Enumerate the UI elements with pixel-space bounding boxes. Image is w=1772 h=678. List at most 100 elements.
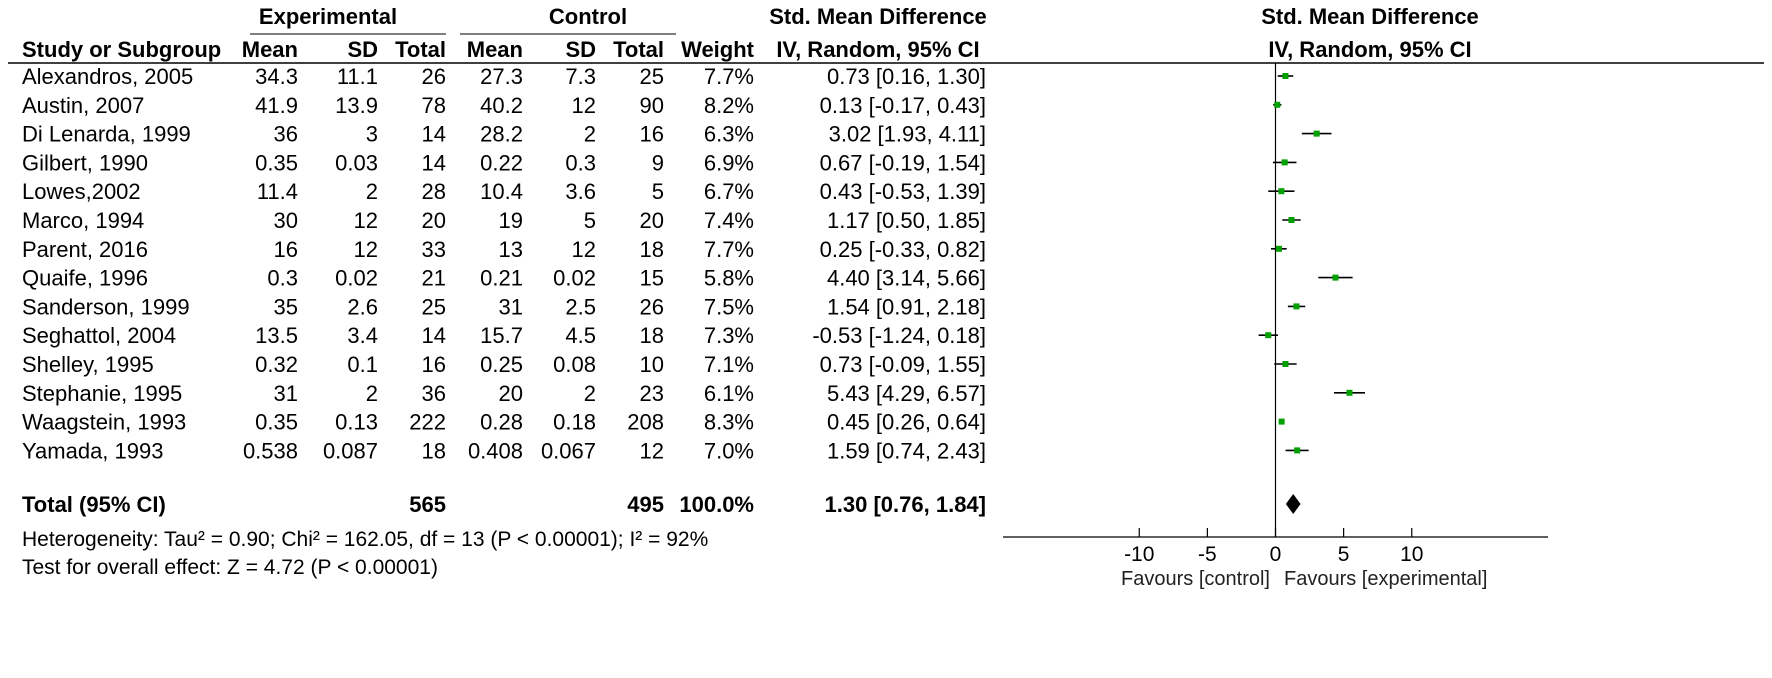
ctl-sd: 0.08 bbox=[553, 352, 596, 377]
weight: 6.3% bbox=[704, 122, 754, 147]
x-tick-label: 0 bbox=[1270, 543, 1282, 566]
study-point bbox=[1288, 217, 1295, 223]
ctl-mean: 19 bbox=[499, 208, 523, 233]
smd-ci: 1.59 [0.74, 2.43] bbox=[827, 438, 986, 463]
favours-right-label: Favours [experimental] bbox=[1284, 568, 1487, 590]
exp-n: 14 bbox=[422, 323, 446, 348]
col-ctl-mean: Mean bbox=[467, 37, 523, 62]
study-name: Stephanie, 1995 bbox=[22, 381, 182, 406]
table-row: Austin, 2007 41.9 13.9 78 40.2 12 90 8.2% 0.13 [… bbox=[22, 93, 986, 118]
study-point bbox=[1294, 447, 1301, 454]
exp-sd: 0.02 bbox=[335, 266, 378, 291]
study-name: Alexandros, 2005 bbox=[22, 64, 193, 89]
exp-mean: 11.4 bbox=[257, 179, 298, 204]
ctl-n: 208 bbox=[627, 410, 664, 435]
weight: 8.2% bbox=[704, 93, 754, 118]
exp-mean: 0.35 bbox=[255, 150, 298, 175]
exp-sd: 2.6 bbox=[347, 294, 378, 319]
col-exp-mean: Mean bbox=[242, 37, 298, 62]
exp-sd: 0.087 bbox=[323, 438, 378, 463]
ctl-mean: 27.3 bbox=[480, 64, 523, 89]
weight: 5.8% bbox=[704, 266, 754, 291]
study-point bbox=[1265, 332, 1272, 339]
ctl-sd: 0.18 bbox=[553, 410, 596, 435]
smd-ci: 0.67 [-0.19, 1.54] bbox=[820, 150, 986, 175]
ctl-sd: 2 bbox=[584, 381, 596, 406]
exp-n: 14 bbox=[422, 122, 446, 147]
weight: 7.0% bbox=[704, 438, 754, 463]
pooled-diamond bbox=[1285, 494, 1301, 514]
smd-ci: -0.53 [-1.24, 0.18] bbox=[812, 323, 986, 348]
col-exp-total: Total bbox=[395, 37, 446, 62]
ctl-sd: 12 bbox=[572, 93, 596, 118]
study-rows: Alexandros, 2005 34.3 11.1 26 27.3 7.3 25 7.7% 0… bbox=[22, 64, 986, 463]
ctl-sd: 2.5 bbox=[565, 294, 596, 319]
overall-effect-text: Test for overall effect: Z = 4.72 (P < 0… bbox=[22, 556, 438, 579]
ctl-n: 25 bbox=[640, 64, 664, 89]
ctl-sd: 3.6 bbox=[565, 179, 596, 204]
x-tick-label: -10 bbox=[1124, 543, 1154, 566]
weight: 7.7% bbox=[704, 237, 754, 262]
ctl-mean: 0.22 bbox=[480, 150, 523, 175]
plot-method: IV, Random, 95% CI bbox=[1268, 37, 1471, 62]
ctl-n: 5 bbox=[652, 179, 664, 204]
ctl-n: 10 bbox=[640, 352, 664, 377]
ctl-mean: 0.25 bbox=[480, 352, 523, 377]
table-row: Di Lenarda, 1999 36 3 14 28.2 2 16 6.3% 3.02 [1.… bbox=[22, 122, 986, 147]
ctl-sd: 0.3 bbox=[565, 150, 596, 175]
exp-sd: 11.1 bbox=[337, 64, 378, 89]
exp-sd: 0.03 bbox=[335, 150, 378, 175]
ctl-n: 15 bbox=[640, 266, 664, 291]
weight: 7.1% bbox=[704, 352, 754, 377]
exp-mean: 16 bbox=[274, 237, 298, 262]
ctl-n: 18 bbox=[640, 237, 664, 262]
table-row: Stephanie, 1995 31 2 36 20 2 23 6.1% 5.43 [4.29,… bbox=[22, 381, 986, 406]
exp-mean: 34.3 bbox=[255, 64, 298, 89]
study-point bbox=[1274, 101, 1281, 108]
ctl-mean: 40.2 bbox=[480, 93, 523, 118]
study-name: Gilbert, 1990 bbox=[22, 150, 148, 175]
total-ctl-n: 495 bbox=[627, 492, 664, 517]
smd-ci: 0.73 [0.16, 1.30] bbox=[827, 64, 986, 89]
table-row: Marco, 1994 30 12 20 19 5 20 7.4% 1.17 [0.50, 1.… bbox=[22, 208, 986, 233]
weight: 6.1% bbox=[704, 381, 754, 406]
forest-plot-area: -10 -5 0 5 10 bbox=[1003, 63, 1548, 566]
exp-mean: 35 bbox=[274, 294, 298, 319]
exp-mean: 0.32 bbox=[255, 352, 298, 377]
ctl-mean: 28.2 bbox=[480, 122, 523, 147]
header-experimental: Experimental bbox=[259, 4, 397, 29]
exp-n: 25 bbox=[422, 294, 446, 319]
smd-ci: 0.73 [-0.09, 1.55] bbox=[820, 352, 986, 377]
study-point bbox=[1282, 73, 1289, 79]
table-row: Sanderson, 1999 35 2.6 25 31 2.5 26 7.5% 1.54 [0… bbox=[22, 294, 986, 319]
study-point bbox=[1346, 389, 1353, 396]
ctl-n: 12 bbox=[640, 438, 664, 463]
col-method: IV, Random, 95% CI bbox=[776, 37, 979, 62]
exp-n: 36 bbox=[422, 381, 446, 406]
ctl-mean: 0.408 bbox=[468, 438, 523, 463]
study-point bbox=[1313, 130, 1320, 137]
study-name: Marco, 1994 bbox=[22, 208, 144, 233]
ctl-sd: 7.3 bbox=[565, 64, 596, 89]
header-smd: Std. Mean Difference bbox=[769, 4, 987, 29]
weight: 7.4% bbox=[704, 208, 754, 233]
smd-ci: 1.54 [0.91, 2.18] bbox=[827, 294, 986, 319]
exp-mean: 0.538 bbox=[243, 438, 298, 463]
x-tick-label: 10 bbox=[1400, 543, 1423, 566]
exp-mean: 36 bbox=[274, 122, 298, 147]
ctl-n: 23 bbox=[640, 381, 664, 406]
study-name: Austin, 2007 bbox=[22, 93, 144, 118]
table-row: Seghattol, 2004 13.5 3.4 14 15.7 4.5 18 7.3% -0.… bbox=[22, 323, 986, 348]
study-point bbox=[1278, 418, 1285, 425]
ctl-mean: 10.4 bbox=[480, 179, 523, 204]
table-row: Yamada, 1993 0.538 0.087 18 0.408 0.067 12 7.0%… bbox=[22, 438, 986, 463]
table-row: Quaife, 1996 0.3 0.02 21 0.21 0.02 15 5.8% 4.40 … bbox=[22, 266, 986, 291]
header-control: Control bbox=[549, 4, 627, 29]
ctl-n: 26 bbox=[640, 294, 664, 319]
study-name: Seghattol, 2004 bbox=[22, 323, 176, 348]
exp-n: 33 bbox=[422, 237, 446, 262]
ctl-n: 20 bbox=[640, 208, 664, 233]
exp-n: 222 bbox=[409, 410, 446, 435]
ctl-n: 90 bbox=[640, 93, 664, 118]
ctl-mean: 13 bbox=[499, 237, 523, 262]
